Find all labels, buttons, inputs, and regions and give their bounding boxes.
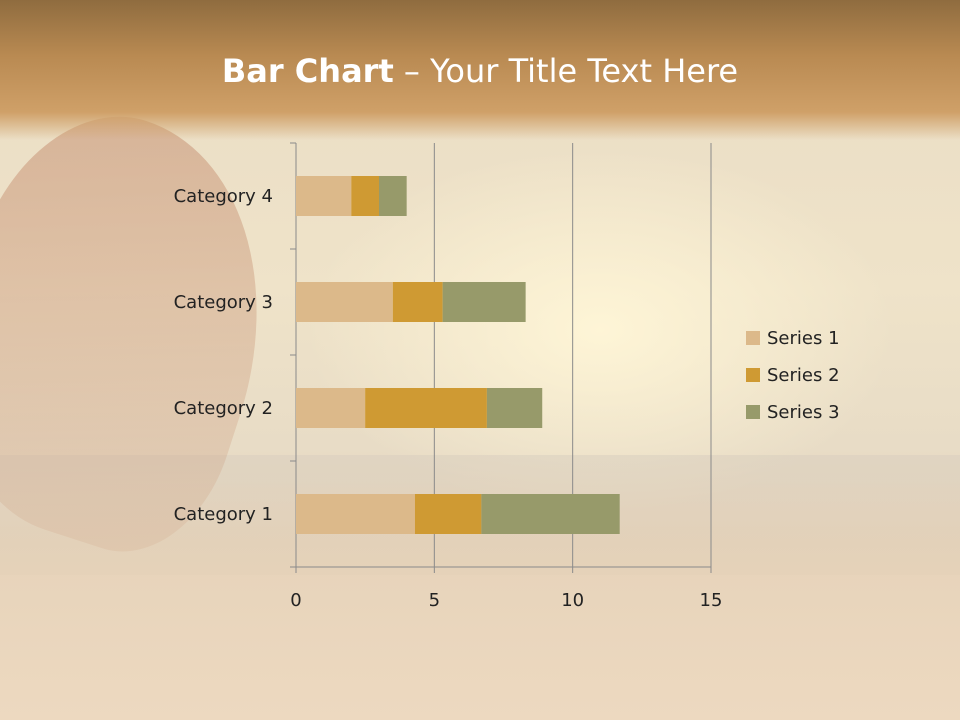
bar-series-2 <box>392 282 443 322</box>
category-label: Category 3 <box>174 292 273 313</box>
bar-series-3 <box>481 494 620 534</box>
category-label: Category 4 <box>174 186 273 207</box>
x-tick-label: 0 <box>290 590 301 611</box>
title-bold: Bar Chart <box>221 52 394 90</box>
category-label: Category 2 <box>174 398 273 419</box>
bar-series-2 <box>351 176 379 216</box>
legend-swatch <box>746 331 760 345</box>
title-rest: – Your Title Text Here <box>393 52 739 90</box>
title-band <box>0 0 960 140</box>
x-tick-label: 10 <box>561 590 584 611</box>
bar-series-3 <box>442 282 526 322</box>
legend-swatch <box>746 368 760 382</box>
x-tick-label: 15 <box>700 590 723 611</box>
bar-series-2 <box>365 388 487 428</box>
legend-label: Series 2 <box>767 365 840 386</box>
bar-series-2 <box>414 494 482 534</box>
bar-series-1 <box>296 388 366 428</box>
bar-series-1 <box>296 176 352 216</box>
bar-series-1 <box>296 282 393 322</box>
x-tick-label: 5 <box>429 590 440 611</box>
legend-label: Series 1 <box>767 328 840 349</box>
bar-series-1 <box>296 494 415 534</box>
category-label: Category 1 <box>174 504 273 525</box>
slide-title: Bar Chart – Your Title Text Here <box>0 52 960 90</box>
bar-series-3 <box>486 388 543 428</box>
bar-series-3 <box>379 176 407 216</box>
legend-swatch <box>746 405 760 419</box>
legend-label: Series 3 <box>767 402 840 423</box>
